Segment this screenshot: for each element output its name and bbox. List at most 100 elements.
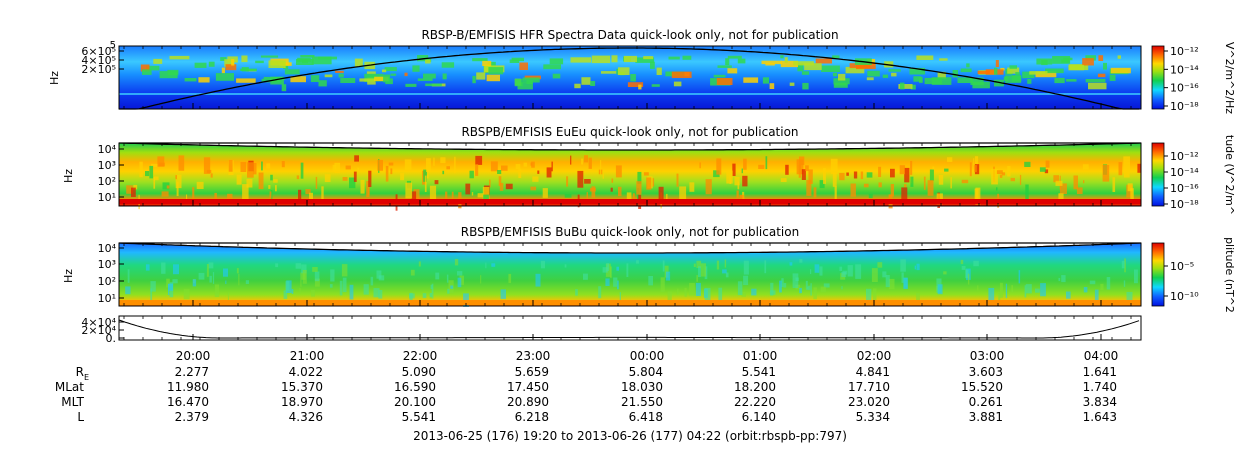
emission-patch bbox=[329, 284, 333, 288]
emission-patch bbox=[1058, 193, 1064, 200]
emission-patch bbox=[334, 162, 341, 173]
emission-patch bbox=[225, 64, 237, 71]
ephemeris-table: R E 2.277 4.022 5.090 5.659 5.804 5.541 4.841 3.6… bbox=[55, 365, 1117, 424]
time-tick-label: 21:00 bbox=[290, 349, 325, 363]
emission-patch bbox=[705, 179, 712, 195]
emission-patch bbox=[300, 55, 315, 58]
emission-patch bbox=[938, 175, 944, 185]
emission-patch bbox=[363, 284, 369, 295]
emission-patch bbox=[1058, 277, 1061, 282]
emission-patch bbox=[866, 172, 873, 178]
emission-band bbox=[119, 300, 1141, 305]
emission-patch bbox=[1024, 285, 1027, 298]
emission-patch bbox=[648, 276, 653, 286]
emission-patch bbox=[873, 288, 877, 301]
emission-patch bbox=[847, 265, 853, 277]
emission-patch bbox=[1060, 183, 1067, 194]
emission-patch bbox=[616, 266, 619, 271]
emission-patch bbox=[198, 272, 205, 280]
emission-patch bbox=[972, 81, 990, 89]
ephemeris-value: 6.218 bbox=[515, 410, 549, 424]
emission-patch bbox=[577, 170, 584, 188]
emission-patch bbox=[1066, 291, 1071, 299]
emission-patch bbox=[696, 275, 698, 282]
ephemeris-value: 3.881 bbox=[969, 410, 1003, 424]
emission-patch bbox=[676, 288, 679, 295]
emission-patch bbox=[1025, 284, 1032, 294]
emission-patch bbox=[1000, 67, 1005, 71]
emission-patch bbox=[551, 161, 553, 172]
emission-patch bbox=[975, 187, 981, 205]
emission-patch bbox=[240, 68, 257, 71]
ephemeris-row-label: L bbox=[77, 410, 84, 424]
emission-patch bbox=[810, 269, 812, 274]
emission-patch bbox=[901, 272, 904, 283]
emission-patch bbox=[426, 158, 431, 172]
emission-patch bbox=[765, 156, 768, 170]
emission-patch bbox=[789, 262, 793, 266]
emission-patch bbox=[246, 178, 253, 188]
emission-patch bbox=[974, 165, 977, 173]
emission-patch bbox=[769, 83, 775, 89]
emission-patch bbox=[1088, 82, 1107, 90]
emission-patch bbox=[330, 269, 335, 282]
emission-patch bbox=[309, 192, 313, 202]
emission-patch bbox=[652, 178, 655, 187]
emission-patch bbox=[821, 65, 840, 72]
emission-patch bbox=[838, 73, 846, 81]
emission-patch bbox=[717, 65, 732, 68]
emission-patch bbox=[666, 193, 668, 202]
emission-patch bbox=[161, 191, 169, 197]
emission-patch bbox=[315, 176, 318, 189]
emission-patch bbox=[700, 263, 706, 277]
eueu-emission-patches bbox=[119, 155, 1141, 211]
emission-patch bbox=[175, 174, 182, 189]
emission-patch bbox=[224, 59, 235, 67]
emission-patch bbox=[801, 71, 810, 75]
emission-patch bbox=[737, 58, 746, 64]
emission-patch bbox=[969, 162, 972, 177]
emission-patch bbox=[974, 156, 979, 167]
emission-patch bbox=[1085, 55, 1096, 61]
emission-patch bbox=[904, 184, 907, 188]
emission-patch bbox=[943, 271, 947, 275]
emission-patch bbox=[570, 155, 572, 165]
emission-patch bbox=[151, 163, 158, 167]
emission-patch bbox=[1053, 175, 1059, 183]
emission-patch bbox=[1117, 55, 1121, 59]
emission-patch bbox=[446, 166, 450, 170]
emission-patch bbox=[411, 191, 417, 203]
time-axis-ticks bbox=[123, 46, 1132, 340]
ephemeris-value: 4.841 bbox=[856, 365, 890, 379]
emission-patch bbox=[598, 286, 602, 299]
emission-patch bbox=[150, 281, 156, 292]
emission-patch bbox=[342, 277, 347, 293]
bubu-spectrogram-panel: 10⁴ 10³ 10² 10¹ Hz bbox=[62, 242, 1142, 307]
emission-patch bbox=[574, 83, 581, 89]
emission-patch bbox=[591, 55, 611, 64]
emission-patch bbox=[339, 280, 343, 296]
emission-patch bbox=[157, 156, 165, 167]
y-tick-label: 0. bbox=[106, 332, 117, 345]
emission-patch bbox=[618, 67, 630, 75]
emission-patch bbox=[454, 259, 459, 266]
emission-patch bbox=[247, 162, 254, 178]
emission-patch bbox=[501, 165, 508, 171]
emission-patch bbox=[215, 73, 234, 81]
emission-patch bbox=[1085, 79, 1106, 83]
emission-patch bbox=[290, 76, 306, 83]
emission-patch bbox=[1106, 277, 1111, 290]
emission-patch bbox=[425, 59, 431, 64]
emission-patch bbox=[283, 290, 288, 299]
emission-patch bbox=[830, 158, 838, 174]
emission-patch bbox=[605, 278, 610, 286]
emission-patch bbox=[841, 286, 843, 290]
emission-patch bbox=[440, 157, 446, 164]
emission-patch bbox=[526, 79, 533, 84]
emission-patch bbox=[658, 186, 664, 204]
emission-patch bbox=[781, 278, 784, 288]
emission-patch bbox=[531, 161, 535, 168]
emission-patch bbox=[878, 166, 882, 177]
emission-patch bbox=[459, 275, 464, 285]
